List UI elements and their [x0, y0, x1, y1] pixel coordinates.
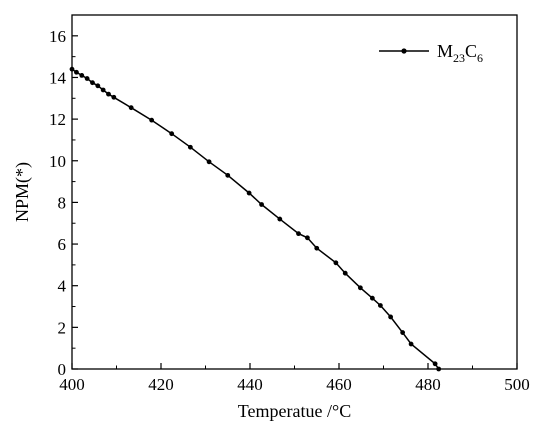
data-point: [296, 231, 301, 237]
y-tick-label: 16: [49, 27, 66, 46]
y-tick-label: 8: [58, 193, 67, 212]
legend-label-mid: C: [465, 41, 477, 61]
y-tick-label: 12: [49, 110, 66, 129]
data-point: [206, 159, 212, 165]
legend-label-m23c6: M23C6: [437, 41, 483, 65]
series-line-m23c6: [71, 68, 440, 370]
y-tick-label: 14: [49, 68, 67, 87]
data-point: [388, 314, 394, 320]
data-point: [246, 190, 252, 196]
legend-label-base: M: [437, 41, 453, 61]
data-point: [84, 76, 90, 81]
axis-tick-labels: 400 420 440 460 480 500 0 2 4 6 8 10 12 14 16: [49, 27, 530, 394]
x-tick-label: 460: [326, 375, 352, 394]
data-point: [149, 117, 155, 123]
data-point: [377, 303, 383, 308]
x-axis-label: Temperatue /°C: [238, 401, 351, 421]
data-point: [79, 72, 85, 78]
x-tick-label: 400: [59, 375, 85, 394]
data-point: [100, 87, 106, 93]
y-tick-label: 2: [58, 318, 67, 337]
x-tick-label: 440: [237, 375, 263, 394]
legend-marker-m23c6: [401, 48, 407, 54]
data-point: [187, 144, 193, 150]
data-point: [369, 295, 375, 301]
legend: M23C6: [379, 41, 483, 65]
x-tick-label: 480: [415, 375, 441, 394]
series-markers-m23c6: [69, 66, 442, 372]
data-point: [305, 235, 310, 241]
data-point: [342, 270, 348, 276]
data-point: [90, 80, 95, 86]
x-tick-label: 500: [504, 375, 530, 394]
plot-frame: [71, 14, 518, 370]
data-point: [259, 202, 264, 207]
data-point: [408, 341, 414, 347]
legend-label-sub2: 6: [477, 51, 483, 65]
data-point: [314, 245, 320, 251]
data-point: [400, 330, 406, 335]
data-point: [169, 131, 175, 137]
data-point: [74, 69, 79, 75]
data-point: [111, 94, 117, 100]
data-point: [357, 285, 363, 291]
axis-ticks: [71, 14, 518, 370]
data-point: [106, 91, 111, 97]
data-point: [69, 66, 75, 72]
data-point: [128, 105, 134, 111]
data-point: [225, 172, 231, 178]
legend-label-sub1: 23: [453, 51, 465, 65]
x-tick-label: 420: [148, 375, 174, 394]
y-tick-label: 6: [58, 235, 67, 254]
y-axis-label: NPM(*): [12, 162, 33, 222]
y-tick-label: 4: [58, 277, 67, 296]
y-tick-label: 0: [58, 360, 67, 379]
data-point: [436, 366, 442, 372]
data-point: [432, 361, 438, 367]
data-point: [95, 83, 101, 89]
y-tick-label: 10: [49, 152, 66, 171]
data-point: [277, 216, 283, 222]
data-point: [333, 260, 339, 266]
